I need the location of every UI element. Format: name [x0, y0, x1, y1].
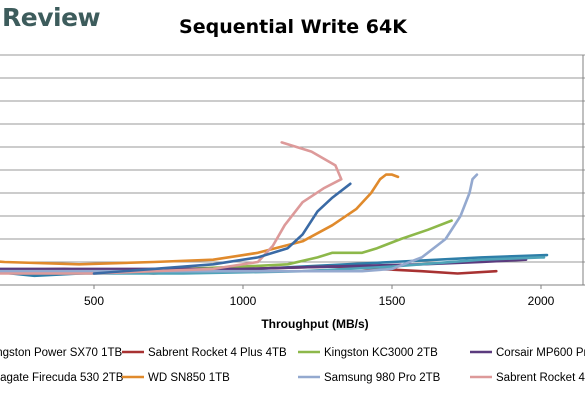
series-line-4	[0, 258, 528, 271]
legend-item: Sabrent Rocket 4 Plus 4TB	[122, 347, 287, 359]
series-lines	[0, 141, 549, 278]
legend-item: Samsung 980 Pro 2TB	[298, 372, 441, 384]
chart-title: Sequential Write 64K	[179, 16, 408, 38]
legend-label: Seagate Firecuda 530 2TB	[0, 372, 124, 384]
legend-item: Kingston KC3000 2TB	[298, 347, 438, 359]
legend-label: Sabrent Rocket 4 Plus 4TB	[148, 347, 287, 359]
x-tick-label: 2000	[528, 294, 555, 308]
legend-item: WD SN850 1TB	[122, 372, 230, 384]
series-line-9	[92, 182, 352, 275]
legend-item: Corsair MP600 Pro	[470, 347, 585, 359]
x-tick-label: 1000	[230, 294, 257, 308]
grid-lines	[0, 54, 585, 286]
legend-item: Sabrent Rocket 4	[470, 372, 585, 384]
x-tick-label: 1500	[379, 294, 406, 308]
legend-label: Corsair MP600 Pro	[496, 347, 585, 359]
legend-label: Sabrent Rocket 4	[496, 372, 585, 384]
legend-label: Kingston Power SX70 1TB	[0, 347, 122, 359]
brand-logo: Review	[2, 3, 101, 32]
legend-item: Seagate Firecuda 530 2TB	[0, 372, 124, 384]
legend-label: Samsung 980 Pro 2TB	[324, 372, 441, 384]
x-axis-label: Throughput (MB/s)	[261, 317, 368, 331]
legend-label: Kingston KC3000 2TB	[324, 347, 438, 359]
legend-item: Kingston Power SX70 1TB	[0, 347, 122, 359]
x-tick-label: 500	[84, 294, 104, 308]
legend: Kingston Power SX70 1TB Sabrent Rocket 4 …	[0, 347, 585, 384]
series-line-7	[0, 173, 479, 273]
legend-label: WD SN850 1TB	[148, 372, 230, 384]
series-line-6	[0, 173, 400, 266]
series-line-3	[182, 219, 453, 271]
series-line-8	[0, 141, 343, 275]
axes	[0, 55, 585, 286]
x-axis-ticks: 500 1000 1500 2000	[84, 285, 555, 308]
